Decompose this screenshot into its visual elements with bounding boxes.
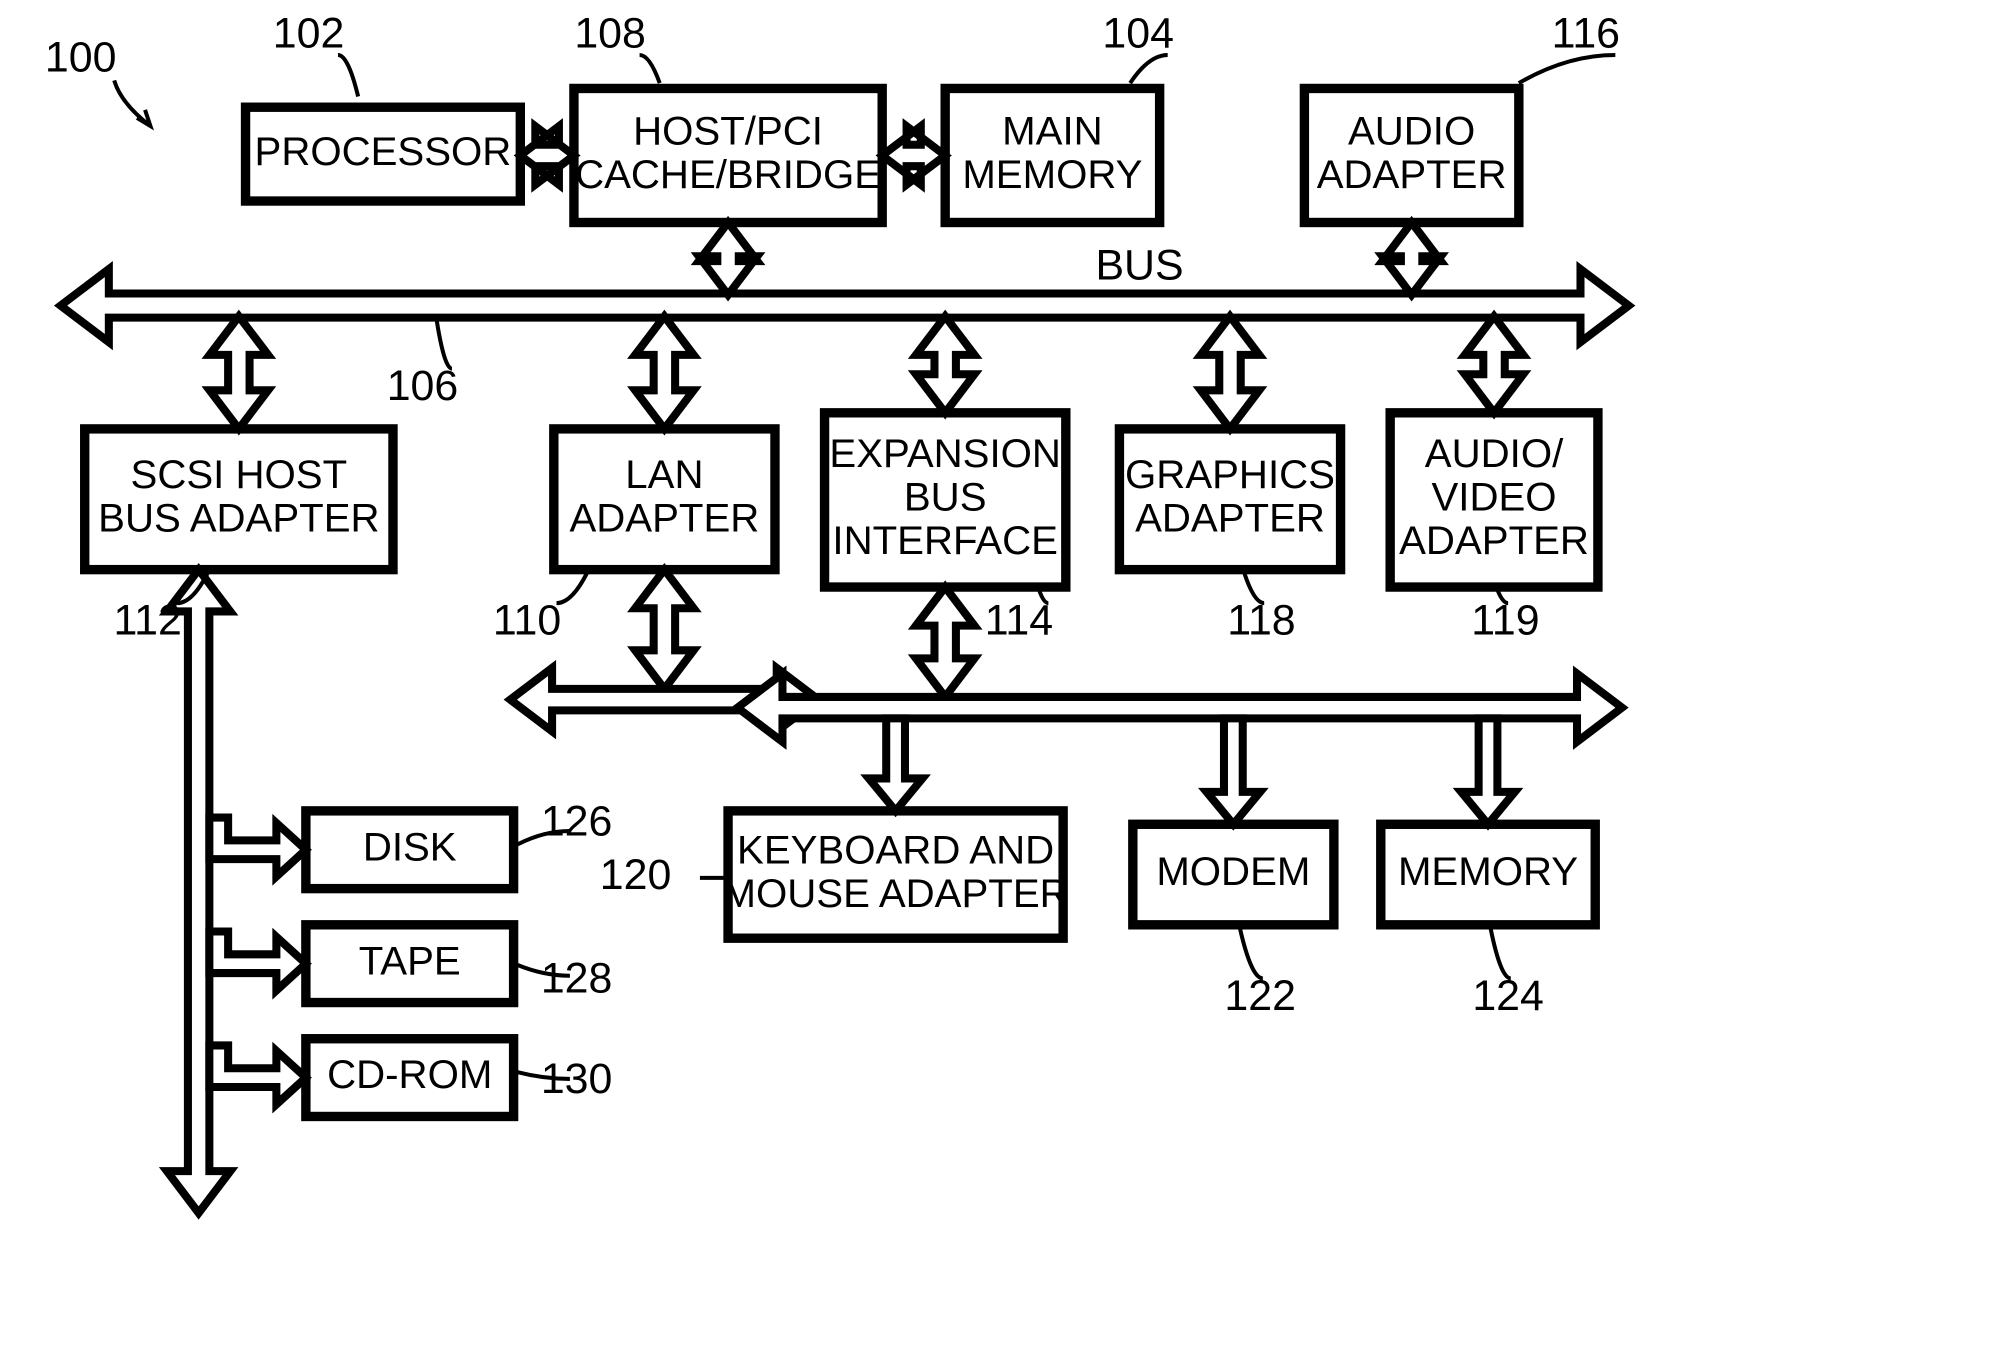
svg-text:VIDEO: VIDEO: [1432, 475, 1557, 520]
svg-text:TAPE: TAPE: [359, 938, 461, 983]
arrow-proc-host: [520, 126, 574, 184]
svg-text:SCSI HOST: SCSI HOST: [131, 452, 348, 497]
svg-text:MEMORY: MEMORY: [962, 152, 1142, 197]
arrow-exp-down: [916, 587, 974, 697]
svg-text:MOUSE ADAPTER: MOUSE ADAPTER: [723, 871, 1069, 916]
arrow-scsi-cdrom: [209, 1045, 306, 1104]
svg-text:HOST/PCI: HOST/PCI: [633, 108, 823, 153]
svg-text:102: 102: [273, 10, 345, 58]
ref-r114: 114: [985, 590, 1053, 645]
ref-r124: 124: [1472, 929, 1544, 1020]
ref-r122: 122: [1224, 929, 1296, 1020]
svg-text:CACHE/BRIDGE: CACHE/BRIDGE: [575, 152, 881, 197]
svg-text:MEMORY: MEMORY: [1398, 849, 1578, 894]
box-audio_adapter: AUDIOADAPTER: [1304, 88, 1518, 222]
arrow-bus-scsi: [210, 316, 268, 429]
arrow-bus-av: [1465, 316, 1523, 413]
svg-text:114: 114: [985, 597, 1053, 645]
arrow-audio-bus: [1382, 222, 1440, 294]
svg-text:GRAPHICS: GRAPHICS: [1125, 452, 1335, 497]
ref-r116: 116: [1519, 10, 1620, 84]
arrow-exp-kbm: [869, 718, 923, 810]
bus-label: BUS: [1095, 241, 1183, 289]
box-processor: PROCESSOR: [246, 107, 521, 201]
arrow-bus-expbus: [916, 316, 974, 413]
svg-text:104: 104: [1102, 10, 1174, 58]
svg-text:ADAPTER: ADAPTER: [1317, 152, 1507, 197]
ref-r120: 120: [600, 851, 724, 899]
svg-text:ADAPTER: ADAPTER: [1135, 496, 1325, 541]
arrow-exp-modem: [1207, 718, 1261, 824]
svg-text:INTERFACE: INTERFACE: [832, 518, 1058, 563]
ref-r119: 119: [1471, 590, 1539, 645]
svg-text:100: 100: [45, 34, 117, 82]
svg-text:108: 108: [574, 10, 646, 58]
svg-text:128: 128: [541, 954, 613, 1002]
box-lan: LANADAPTER: [554, 429, 775, 570]
ref-r104: 104: [1102, 10, 1174, 84]
box-host_pci: HOST/PCICACHE/BRIDGE: [574, 88, 882, 222]
svg-text:EXPANSION: EXPANSION: [829, 431, 1061, 476]
svg-text:CD-ROM: CD-ROM: [327, 1052, 492, 1097]
svg-text:PROCESSOR: PROCESSOR: [255, 129, 512, 174]
svg-text:112: 112: [114, 597, 182, 645]
ref-r108: 108: [574, 10, 659, 84]
ref-r106: 106: [387, 315, 459, 410]
arrow-scsi-tape: [209, 932, 306, 991]
ref-r128: 128: [518, 954, 613, 1002]
svg-text:BUS: BUS: [904, 475, 987, 520]
ref-r100: 100: [45, 34, 150, 126]
svg-text:ADAPTER: ADAPTER: [569, 496, 759, 541]
svg-text:AUDIO: AUDIO: [1348, 108, 1475, 153]
box-disk: DISK: [306, 811, 514, 889]
ref-r126: 126: [518, 798, 613, 846]
svg-text:KEYBOARD AND: KEYBOARD AND: [737, 827, 1054, 872]
svg-text:116: 116: [1552, 10, 1620, 58]
arrow-lan-down: [635, 570, 693, 689]
arrow-host-mem: [882, 126, 945, 184]
svg-text:LAN: LAN: [625, 452, 703, 497]
ref-r130: 130: [518, 1055, 613, 1103]
arrow-bus-lan: [635, 316, 693, 429]
svg-text:MODEM: MODEM: [1156, 849, 1310, 894]
svg-text:110: 110: [493, 597, 561, 645]
svg-text:ADAPTER: ADAPTER: [1399, 518, 1589, 563]
arrow-bus-graphics: [1201, 316, 1259, 429]
arrow-scsi-disk: [209, 818, 306, 877]
ref-r102: 102: [273, 10, 358, 97]
box-main_memory: MAINMEMORY: [945, 88, 1159, 222]
svg-text:106: 106: [387, 362, 459, 410]
svg-text:126: 126: [541, 798, 613, 846]
svg-text:DISK: DISK: [363, 824, 457, 869]
ref-r118: 118: [1227, 572, 1295, 644]
svg-text:BUS ADAPTER: BUS ADAPTER: [98, 496, 379, 541]
box-memory: MEMORY: [1381, 824, 1595, 925]
box-cdrom: CD-ROM: [306, 1039, 514, 1117]
svg-text:120: 120: [600, 851, 672, 899]
ref-r110: 110: [493, 572, 587, 644]
box-exp_bus: EXPANSIONBUSINTERFACE: [825, 413, 1066, 587]
box-tape: TAPE: [306, 925, 514, 1003]
svg-text:AUDIO/: AUDIO/: [1425, 431, 1564, 476]
box-av_adapter: AUDIO/VIDEOADAPTER: [1390, 413, 1598, 587]
box-scsi: SCSI HOSTBUS ADAPTER: [85, 429, 393, 570]
box-graphics: GRAPHICSADAPTER: [1119, 429, 1340, 570]
arrow-scsi-vert: [167, 570, 230, 1213]
bus-arrow: [61, 269, 1629, 342]
box-kbm: KEYBOARD ANDMOUSE ADAPTER: [723, 811, 1069, 938]
arrow-host-bus: [699, 222, 757, 294]
box-modem: MODEM: [1133, 824, 1334, 925]
arrow-exp-memory: [1461, 718, 1515, 824]
svg-text:MAIN: MAIN: [1002, 108, 1102, 153]
